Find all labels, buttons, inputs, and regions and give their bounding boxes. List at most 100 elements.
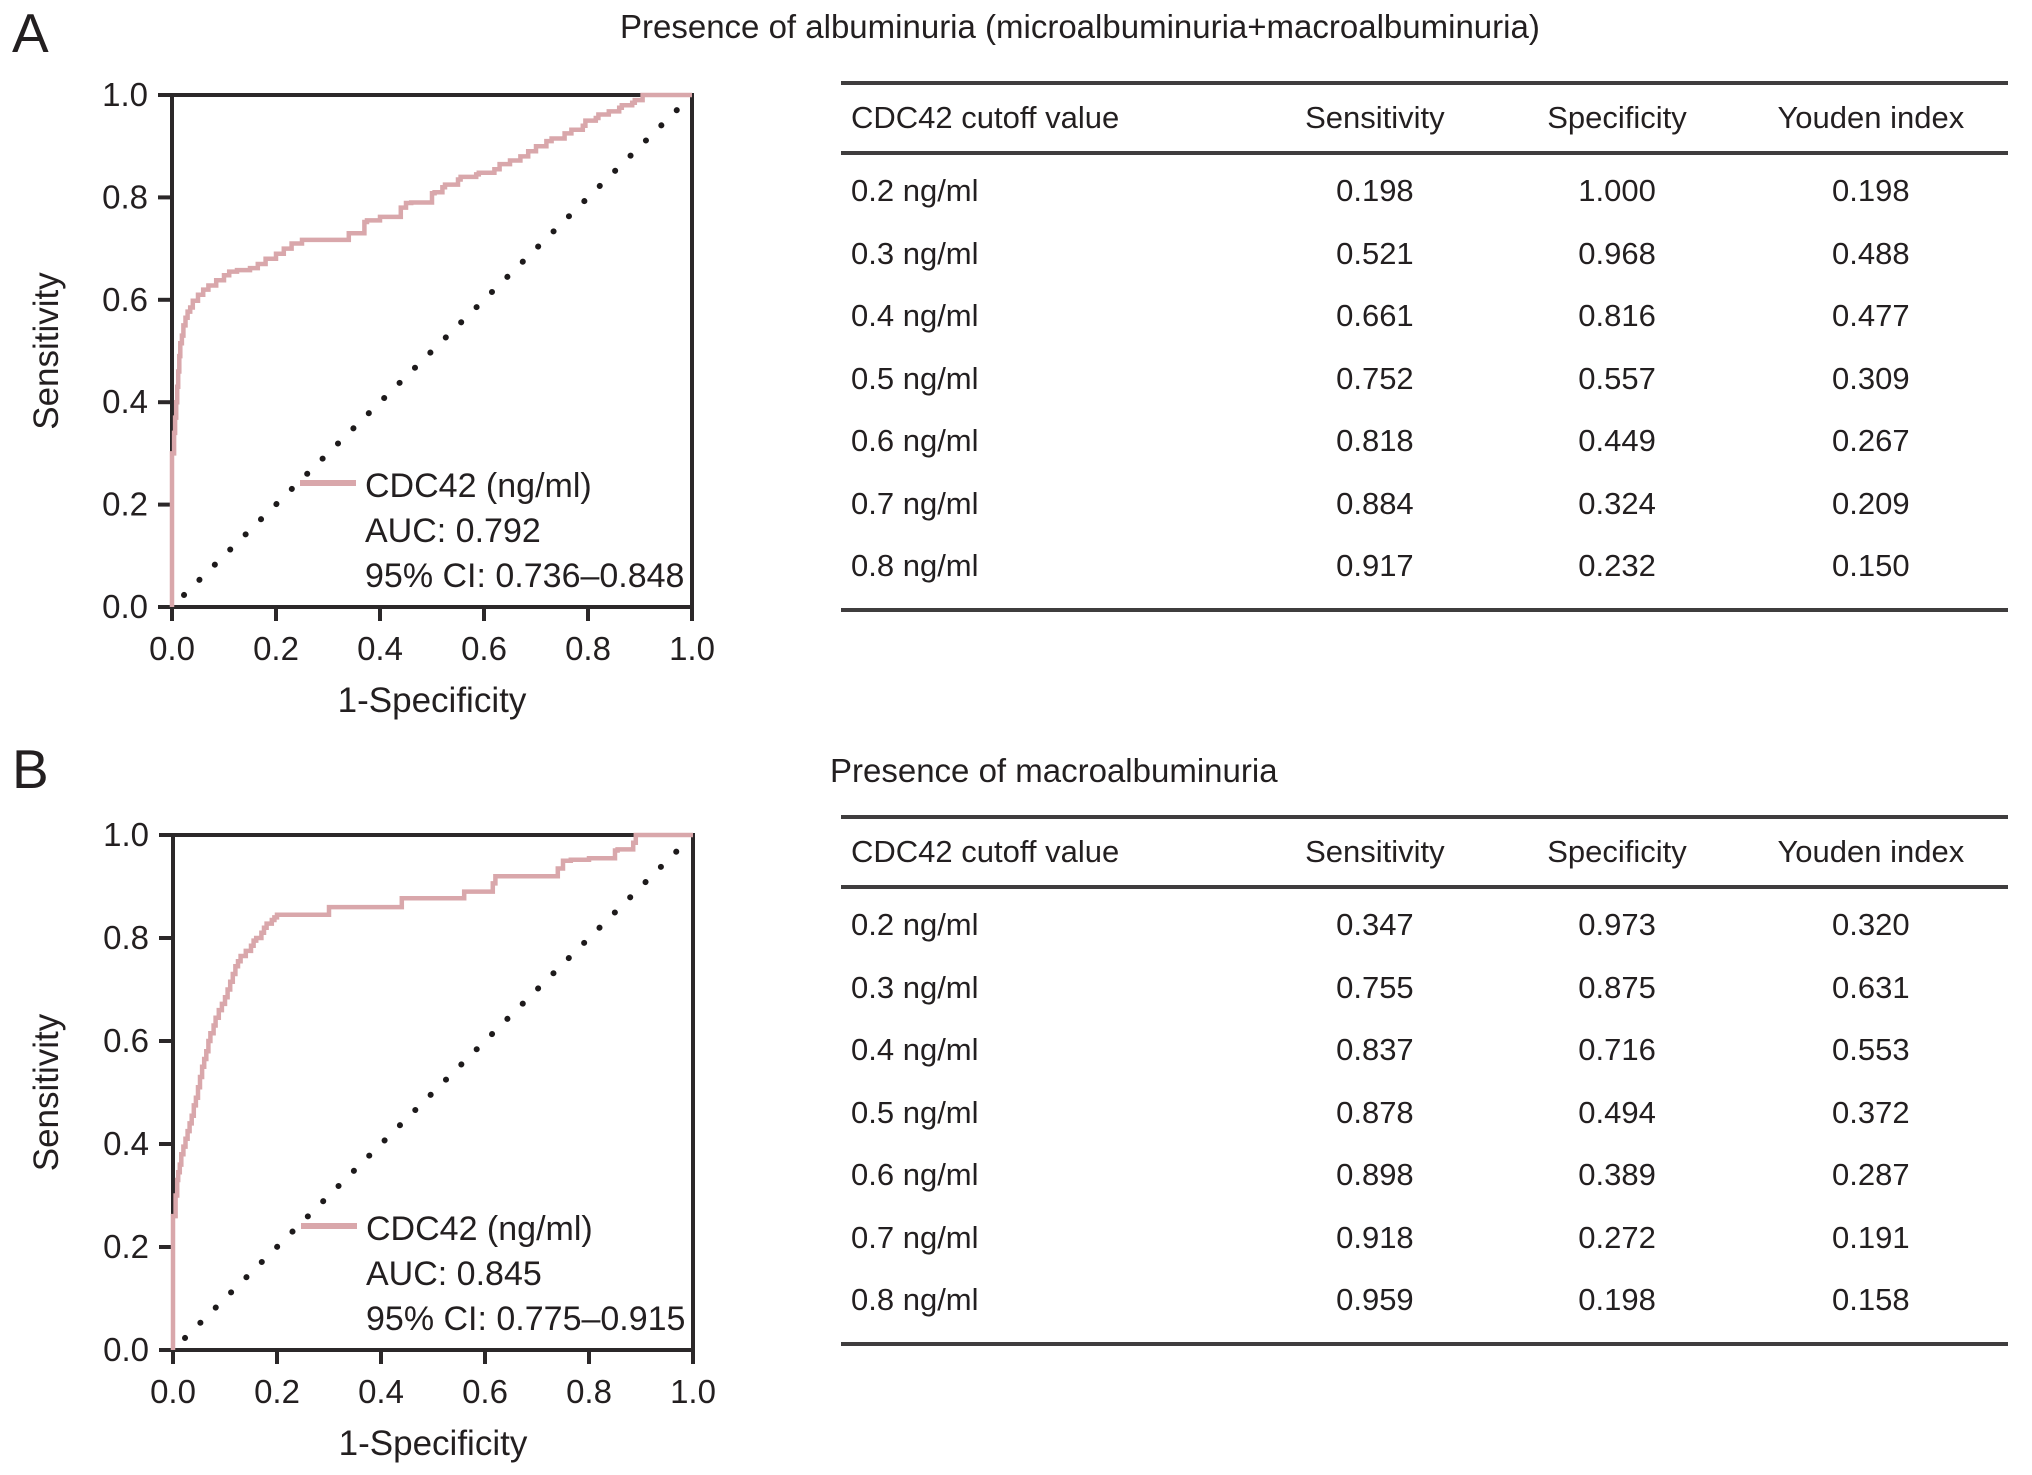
- y-tick-label: 0.8: [103, 919, 149, 956]
- value-cell: 0.287: [1832, 1157, 1910, 1193]
- value-cell: 0.209: [1832, 485, 1910, 521]
- table-rule-bottom: [841, 1341, 2008, 1346]
- legend-ci: 95% CI: 0.736–0.848: [365, 557, 684, 595]
- table-row: 0.6 ng/ml 0.818 0.449 0.267: [841, 410, 2008, 473]
- value-cell: 0.716: [1578, 1032, 1656, 1068]
- value-cell: 0.198: [1832, 173, 1910, 209]
- cutoff-cell: 0.7 ng/ml: [851, 485, 979, 521]
- table-row: 0.4 ng/ml 0.661 0.816 0.477: [841, 285, 2008, 348]
- value-cell: 0.494: [1578, 1094, 1656, 1130]
- value-cell: 0.818: [1336, 423, 1414, 459]
- cutoff-cell: 0.4 ng/ml: [851, 1032, 979, 1068]
- x-axis-title: 1-Specificity: [339, 1424, 528, 1463]
- value-cell: 0.267: [1832, 423, 1910, 459]
- value-cell: 0.752: [1336, 360, 1414, 396]
- x-tick-label: 0.4: [358, 1373, 404, 1410]
- value-cell: 0.158: [1832, 1282, 1910, 1318]
- legend-series-name: CDC42 (ng/ml): [366, 1210, 593, 1248]
- legend-auc: AUC: 0.792: [365, 512, 541, 550]
- table-rule-mid: [841, 151, 2008, 155]
- value-cell: 0.959: [1336, 1282, 1414, 1318]
- table-row: 0.7 ng/ml 0.918 0.272 0.191: [841, 1207, 2008, 1270]
- legend-auc: AUC: 0.845: [366, 1255, 542, 1293]
- cutoff-cell: 0.2 ng/ml: [851, 173, 979, 209]
- table-row: 0.2 ng/ml 0.198 1.000 0.198: [841, 160, 2008, 223]
- x-tick-label: 0.0: [149, 630, 195, 667]
- table-header-row: CDC42 cutoff value Sensitivity Specificity…: [841, 819, 2008, 885]
- table-row: 0.4 ng/ml 0.837 0.716 0.553: [841, 1019, 2008, 1082]
- table-row: 0.7 ng/ml 0.884 0.324 0.209: [841, 473, 2008, 536]
- y-tick-label: 1.0: [103, 816, 149, 853]
- x-tick-label: 0.2: [254, 1373, 300, 1410]
- column-header: CDC42 cutoff value: [851, 100, 1120, 135]
- column-header: Youden index: [1777, 100, 1965, 135]
- y-tick-label: 0.0: [102, 588, 148, 625]
- value-cell: 0.198: [1336, 173, 1414, 209]
- column-header: Specificity: [1547, 100, 1687, 135]
- value-cell: 0.968: [1578, 235, 1656, 271]
- roc-panel-a: 0.00.0 0.2 0.2 0.4 0.4 0.6 0.6 0.8 0.8 1.0 1.0 1-Sp…: [27, 76, 715, 720]
- table-row: 0.2 ng/ml 0.347 0.973 0.320: [841, 894, 2008, 957]
- table-row: 0.5 ng/ml 0.752 0.557 0.309: [841, 348, 2008, 411]
- legend-series-name: CDC42 (ng/ml): [365, 467, 592, 505]
- value-cell: 0.557: [1578, 360, 1656, 396]
- y-tick-label: 0.6: [103, 1022, 149, 1059]
- x-tick-label: 0.6: [461, 630, 507, 667]
- legend-ci: 95% CI: 0.775–0.915: [366, 1300, 685, 1338]
- table-row: 0.8 ng/ml 0.959 0.198 0.158: [841, 1269, 2008, 1332]
- value-cell: 0.232: [1578, 548, 1656, 584]
- cutoff-cell: 0.5 ng/ml: [851, 360, 979, 396]
- cutoff-cell: 0.2 ng/ml: [851, 907, 979, 943]
- table-body: 0.2 ng/ml 0.198 1.000 0.198 0.3 ng/ml 0.521 0.…: [841, 155, 2008, 608]
- cutoff-cell: 0.6 ng/ml: [851, 423, 979, 459]
- y-axis-title: Sensitivity: [27, 1013, 66, 1171]
- table-title-a: Presence of albuminuria (microalbuminuri…: [620, 8, 1540, 45]
- column-header: Sensitivity: [1305, 834, 1445, 869]
- value-cell: 0.521: [1336, 235, 1414, 271]
- value-cell: 0.884: [1336, 485, 1414, 521]
- y-tick-label: 0.0: [103, 1331, 149, 1368]
- table-rule-mid: [841, 885, 2008, 889]
- cutoff-cell: 0.5 ng/ml: [851, 1094, 979, 1130]
- cutoff-cell: 0.4 ng/ml: [851, 298, 979, 334]
- value-cell: 1.000: [1578, 173, 1656, 209]
- plot-frame: [171, 833, 695, 1352]
- y-tick-label: 0.2: [102, 486, 148, 523]
- table-rule-top: [841, 815, 2008, 819]
- value-cell: 0.917: [1336, 548, 1414, 584]
- value-cell: 0.661: [1336, 298, 1414, 334]
- value-cell: 0.755: [1336, 969, 1414, 1005]
- table-header-row: CDC42 cutoff value Sensitivity Specificity…: [841, 85, 2008, 151]
- table-row: 0.3 ng/ml 0.755 0.875 0.631: [841, 957, 2008, 1020]
- roc-curve: [169, 92, 692, 607]
- roc-curve: [170, 832, 693, 1350]
- y-axis-title: Sensitivity: [27, 272, 66, 430]
- value-cell: 0.272: [1578, 1219, 1656, 1255]
- table-body: 0.2 ng/ml 0.347 0.973 0.320 0.3 ng/ml 0.755 0.…: [841, 889, 2008, 1342]
- value-cell: 0.816: [1578, 298, 1656, 334]
- value-cell: 0.150: [1832, 548, 1910, 584]
- value-cell: 0.198: [1578, 1282, 1656, 1318]
- value-cell: 0.878: [1336, 1094, 1414, 1130]
- column-header: Sensitivity: [1305, 100, 1445, 135]
- value-cell: 0.347: [1336, 907, 1414, 943]
- table-row: 0.8 ng/ml 0.917 0.232 0.150: [841, 535, 2008, 598]
- value-cell: 0.191: [1832, 1219, 1910, 1255]
- x-tick-label: 1.0: [670, 1373, 716, 1410]
- value-cell: 0.309: [1832, 360, 1910, 396]
- value-cell: 0.372: [1832, 1094, 1910, 1130]
- value-cell: 0.898: [1336, 1157, 1414, 1193]
- x-tick-label: 0.6: [462, 1373, 508, 1410]
- column-header: CDC42 cutoff value: [851, 834, 1120, 869]
- y-tick-label: 0.4: [102, 383, 148, 420]
- cutoff-cell: 0.6 ng/ml: [851, 1157, 979, 1193]
- column-header: Youden index: [1777, 834, 1965, 869]
- value-cell: 0.449: [1578, 423, 1656, 459]
- panel-label-a: A: [12, 2, 49, 64]
- cutoff-cell: 0.3 ng/ml: [851, 235, 979, 271]
- table-rule-bottom: [841, 607, 2008, 612]
- cutoff-cell: 0.3 ng/ml: [851, 969, 979, 1005]
- roc-panel-b: 0.00.0 0.2 0.2 0.4 0.4 0.6 0.6 0.8 0.8 1.0 1.0 1-Sp…: [27, 816, 716, 1463]
- chance-diagonal: [182, 843, 685, 1341]
